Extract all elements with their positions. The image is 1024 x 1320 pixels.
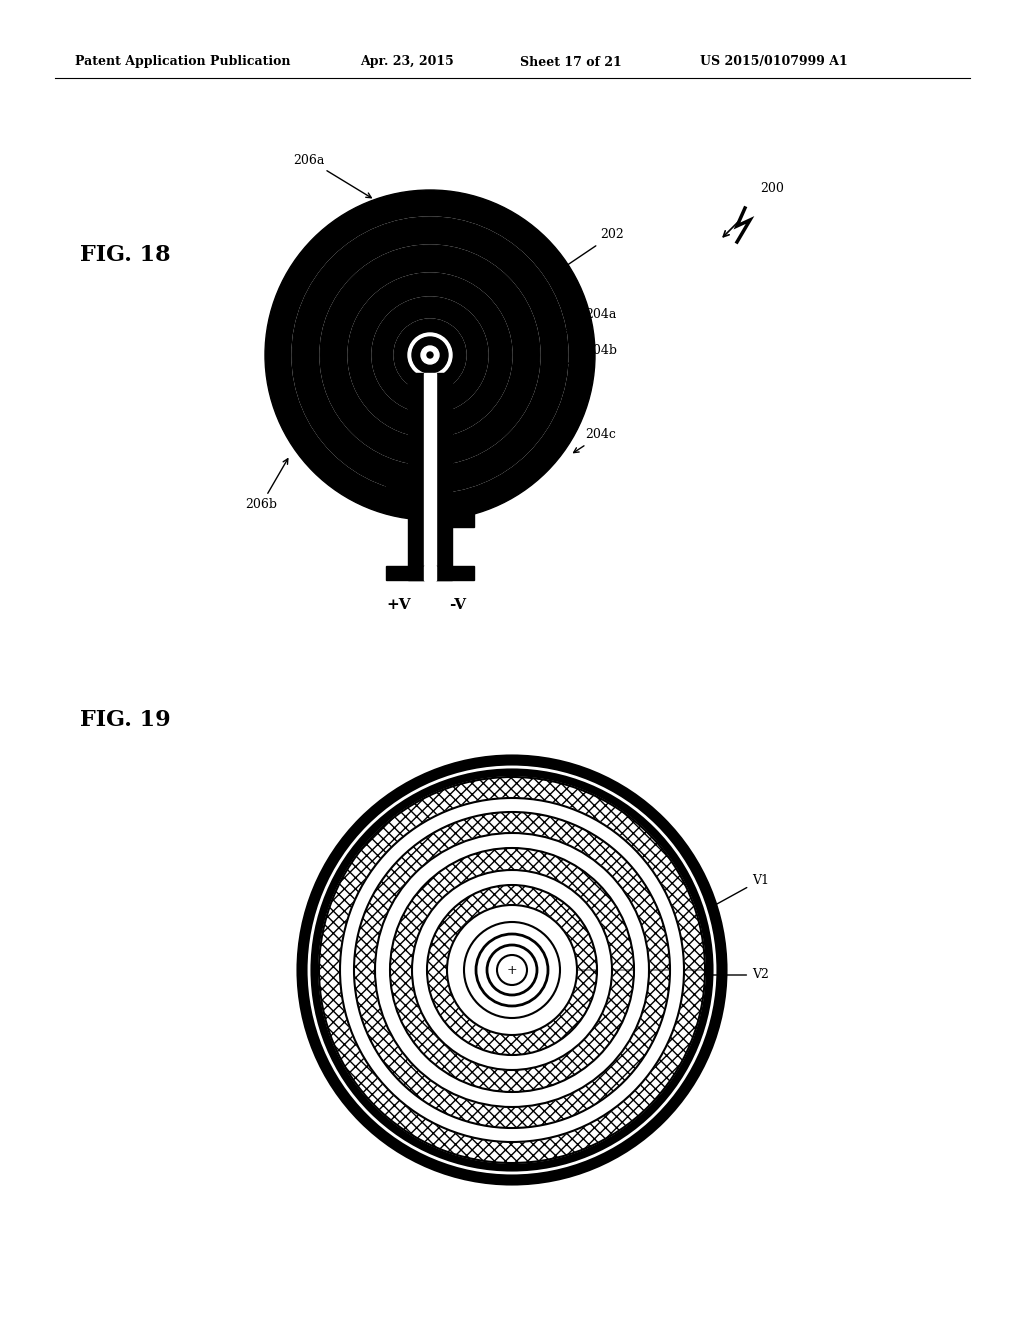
Bar [436, 566, 474, 579]
Polygon shape [412, 870, 612, 1071]
Bar [386, 478, 408, 492]
Polygon shape [354, 812, 670, 1129]
Text: 204a: 204a [506, 309, 616, 359]
Polygon shape [447, 906, 577, 1035]
Bar [424, 566, 436, 579]
Text: 204b: 204b [519, 343, 617, 384]
Text: 206b: 206b [245, 459, 288, 511]
Polygon shape [427, 884, 597, 1055]
Bar [424, 374, 436, 579]
Text: Patent Application Publication: Patent Application Publication [75, 55, 291, 69]
Text: 200: 200 [760, 181, 784, 194]
Text: US 2015/0107999 A1: US 2015/0107999 A1 [700, 55, 848, 69]
Text: Sheet 17 of 21: Sheet 17 of 21 [520, 55, 622, 69]
Circle shape [372, 297, 488, 413]
Circle shape [348, 273, 512, 437]
Polygon shape [319, 777, 705, 1163]
Circle shape [292, 216, 568, 492]
Circle shape [319, 246, 540, 465]
Text: V2: V2 [637, 969, 769, 982]
Circle shape [427, 352, 433, 358]
Circle shape [394, 319, 466, 391]
Bar [386, 566, 424, 579]
Circle shape [497, 954, 527, 985]
Circle shape [476, 935, 548, 1006]
Text: Apr. 23, 2015: Apr. 23, 2015 [360, 55, 454, 69]
Circle shape [408, 333, 452, 378]
Polygon shape [390, 847, 634, 1092]
Circle shape [394, 319, 466, 391]
Circle shape [412, 337, 449, 374]
Text: +: + [507, 964, 517, 977]
Circle shape [348, 273, 512, 437]
Text: -V: -V [449, 598, 466, 612]
Circle shape [372, 297, 488, 413]
Polygon shape [340, 799, 684, 1142]
Polygon shape [375, 833, 649, 1107]
Text: FIG. 18: FIG. 18 [80, 244, 171, 267]
Text: V1: V1 [710, 874, 769, 908]
Text: 204c: 204c [573, 429, 615, 453]
Circle shape [319, 246, 540, 465]
Text: 206a: 206a [294, 153, 372, 198]
Circle shape [487, 945, 537, 995]
Circle shape [265, 190, 595, 520]
Text: FIG. 19: FIG. 19 [80, 709, 171, 731]
Text: +V: +V [386, 598, 411, 612]
Bar [452, 513, 474, 527]
Circle shape [292, 216, 568, 492]
Bar [436, 374, 452, 579]
Text: 202: 202 [563, 228, 624, 268]
Circle shape [421, 346, 439, 364]
Bar [408, 374, 424, 579]
